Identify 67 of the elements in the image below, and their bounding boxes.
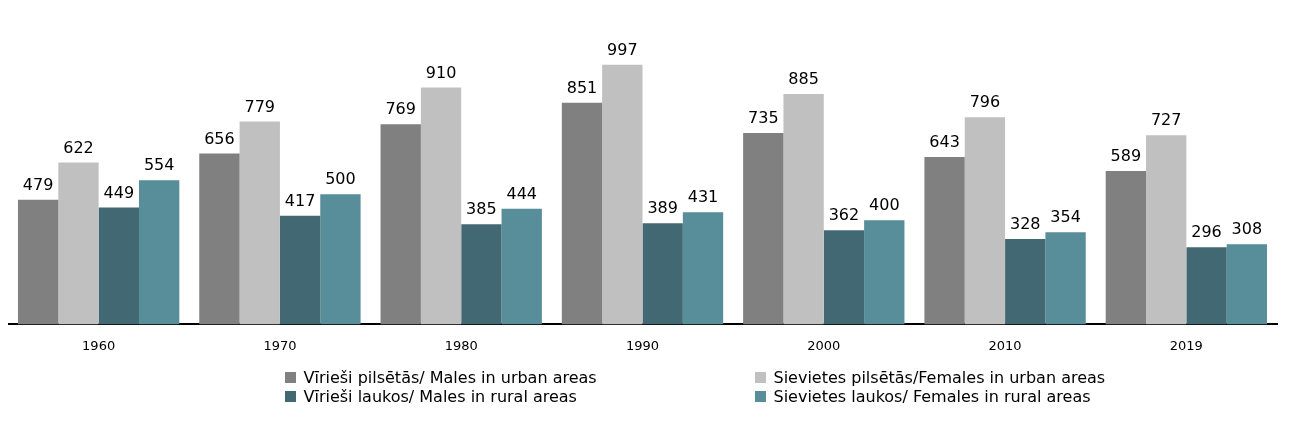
bar: [420, 87, 462, 325]
bar: [864, 220, 905, 325]
data-label: 500: [325, 169, 356, 189]
data-label: 643: [929, 132, 960, 152]
bar: [1146, 135, 1187, 325]
data-label: 885: [788, 69, 819, 89]
data-label: 779: [244, 96, 276, 116]
data-label: 727: [1150, 110, 1182, 130]
bar: [58, 162, 99, 325]
data-label: 449: [103, 182, 135, 202]
bar: [1226, 244, 1268, 325]
data-label: 400: [869, 195, 900, 215]
bar: [823, 230, 865, 325]
bar: [239, 121, 280, 325]
bar: [320, 194, 361, 325]
data-label: 589: [1110, 146, 1142, 166]
data-label: 479: [22, 174, 54, 194]
bar: [743, 133, 784, 325]
data-label: 851: [566, 78, 598, 98]
bar: [380, 124, 421, 325]
data-label: 622: [63, 137, 94, 157]
x-tick-label: 1960: [82, 337, 116, 353]
bar: [561, 102, 603, 325]
legend-label: Vīrieši pilsētās/ Males in urban areas: [303, 368, 597, 387]
data-label: 656: [204, 128, 235, 148]
x-tick-label: 1970: [263, 337, 297, 353]
legend-label: Vīrieši laukos/ Males in rural areas: [303, 387, 577, 406]
data-label: 997: [607, 40, 638, 59]
data-label: 354: [1050, 207, 1081, 227]
x-tick-label: 2019: [1169, 337, 1203, 353]
bar: [98, 207, 139, 325]
bar: [924, 157, 965, 325]
legend-label: Sievietes laukos/ Females in rural areas: [773, 387, 1091, 406]
data-label: 554: [143, 155, 175, 175]
x-tick-label: 1980: [444, 337, 478, 353]
bar: [501, 208, 542, 325]
data-label: 308: [1231, 219, 1263, 239]
data-label: 796: [969, 92, 1001, 112]
bar: [17, 199, 59, 325]
bar: [783, 94, 824, 325]
bar: [964, 117, 1006, 325]
data-label: 769: [385, 99, 416, 119]
bar: [642, 223, 683, 325]
bar: [1005, 239, 1046, 325]
data-label: 431: [687, 187, 719, 207]
data-label: 910: [425, 62, 457, 82]
bar: [1045, 232, 1086, 325]
bar: [199, 153, 240, 325]
x-tick-label: 1990: [625, 337, 660, 353]
x-tick-label: 2010: [988, 337, 1022, 353]
data-label: 417: [284, 191, 316, 210]
data-label: 296: [1191, 222, 1222, 242]
bar: [682, 212, 724, 325]
bar: [1186, 247, 1227, 325]
bar: [1105, 171, 1147, 325]
x-tick-label: 2000: [807, 337, 841, 353]
bar: [279, 215, 321, 325]
data-label: 328: [1009, 214, 1041, 234]
bar: [138, 180, 180, 325]
data-label: 362: [828, 205, 860, 225]
bar: [461, 224, 502, 325]
data-label: 444: [506, 183, 537, 203]
data-label: 385: [466, 199, 497, 219]
data-label: 735: [748, 108, 779, 128]
data-label: 389: [647, 198, 678, 218]
bar: [602, 64, 643, 325]
legend-label: Sievietes pilsētās/Females in urban areas: [773, 368, 1106, 387]
